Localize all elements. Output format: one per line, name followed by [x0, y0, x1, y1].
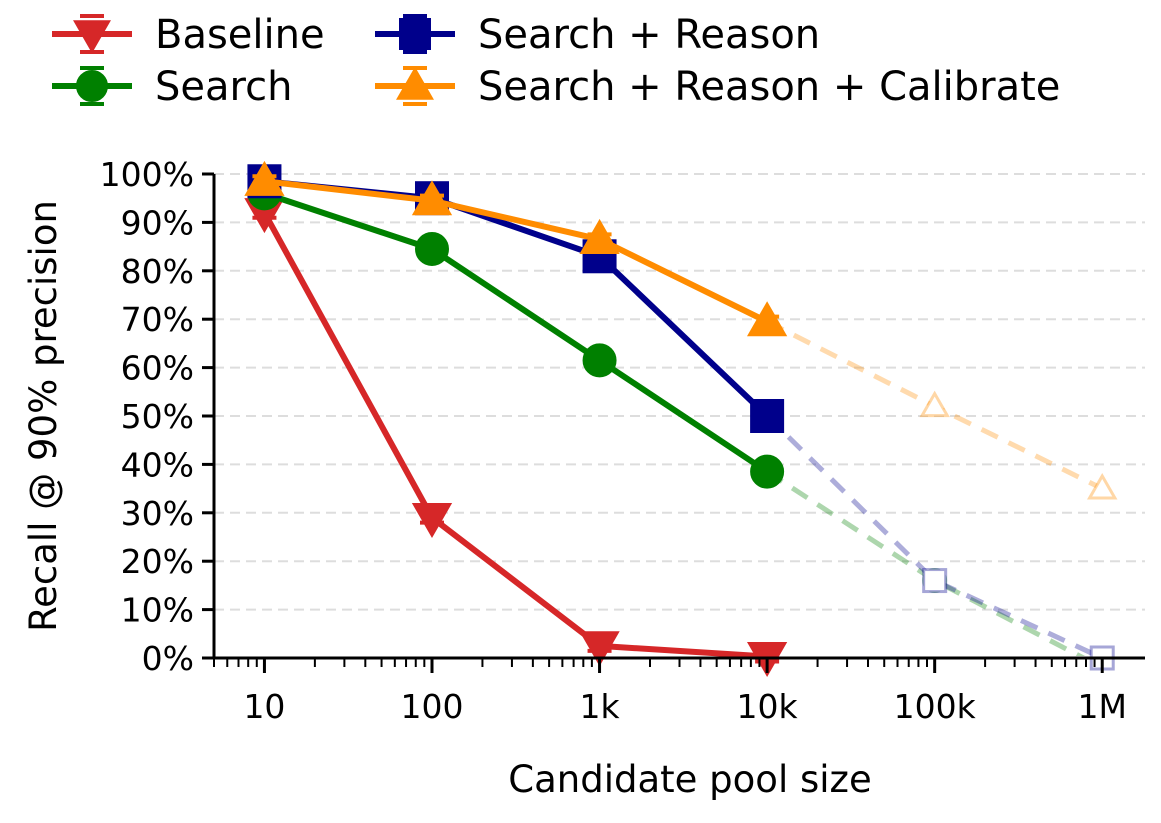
- x-tick-label-1k: 1k: [580, 687, 621, 726]
- extrapolation-line-search-reason: [765, 414, 1104, 656]
- series-line-baseline: [261, 211, 768, 660]
- y-tick-label-30: 30%: [121, 494, 194, 533]
- x-axis-label: Candidate pool size: [508, 758, 871, 801]
- x-tick-label-10k: 10k: [737, 687, 799, 726]
- y-tick-label-10: 10%: [121, 591, 194, 630]
- axes: 0% 10% 20% 30% 40% 50% 60% 70% 80% 90% 100% 10 100 1k…: [100, 155, 1145, 726]
- data-point-search: [750, 454, 785, 489]
- legend-item-baseline: Baseline: [52, 12, 325, 58]
- extrapolated-point-search-reason: [922, 568, 948, 594]
- data-point-baseline: [411, 503, 453, 539]
- y-axis-label: Recall @ 90% precision: [22, 200, 65, 632]
- x-tick-label-100k: 100k: [894, 687, 977, 726]
- y-tick-label-50: 50%: [121, 397, 194, 436]
- series-baseline: [244, 198, 788, 677]
- legend-label-search-reason-calibrate: Search + Reason + Calibrate: [478, 64, 1060, 110]
- y-tick-label-100: 100%: [100, 155, 194, 194]
- data-point-search-reason: [750, 399, 785, 433]
- series-search-reason: [247, 164, 785, 433]
- legend-marker-search-reason-calibrate: [396, 66, 434, 100]
- y-tick-label-20: 20%: [121, 542, 194, 581]
- series-line-search: [263, 190, 769, 475]
- data-point-baseline: [579, 631, 620, 667]
- y-tick-label-60: 60%: [121, 349, 194, 388]
- series-search-reason-calibrate: [244, 160, 788, 337]
- data-point-search-reason-calibrate: [411, 180, 453, 216]
- extrapolation-search-reason: [765, 414, 1115, 671]
- legend-marker-baseline: [73, 20, 111, 54]
- legend-item-search-reason: Search + Reason: [375, 12, 820, 58]
- data-point-search: [414, 232, 449, 267]
- legend-label-search-reason: Search + Reason: [478, 12, 820, 58]
- grid-lines: [214, 173, 1145, 611]
- extrapolation-search-reason-calibrate: [765, 319, 1118, 500]
- series-lines: [244, 160, 788, 677]
- x-tick-label-10: 10: [243, 687, 285, 726]
- y-tick-label-80: 80%: [121, 252, 194, 291]
- data-point-search-reason-calibrate: [746, 301, 788, 337]
- data-point-search: [582, 343, 617, 378]
- extrapolation-line-search: [765, 469, 1086, 656]
- legend-label-search: Search: [155, 64, 292, 110]
- legend-item-search-reason-calibrate: Search + Reason + Calibrate: [375, 64, 1060, 110]
- extrapolation-lines: [765, 319, 1118, 671]
- legend-label-baseline: Baseline: [155, 12, 325, 58]
- x-tick-label-100: 100: [400, 687, 463, 726]
- legend-item-search: Search: [52, 64, 292, 110]
- y-tick-label-0: 0%: [142, 639, 194, 678]
- data-point-search-reason-calibrate: [244, 160, 285, 196]
- y-tick-label-70: 70%: [121, 300, 194, 339]
- legend: Baseline Search Search + Reason Search + Re…: [52, 12, 1060, 110]
- y-tick-label-90: 90%: [121, 203, 194, 242]
- extrapolated-point-search-reason-calibrate: [1086, 472, 1118, 500]
- extrapolated-point-search-reason-calibrate: [919, 390, 950, 418]
- y-tick-label-40: 40%: [121, 445, 194, 484]
- series-line-search-reason-calibrate: [264, 178, 769, 325]
- x-tick-label-1m: 1M: [1077, 687, 1126, 726]
- data-point-search-reason-calibrate: [579, 218, 620, 254]
- legend-marker-search: [76, 70, 108, 102]
- legend-marker-search-reason: [399, 18, 431, 50]
